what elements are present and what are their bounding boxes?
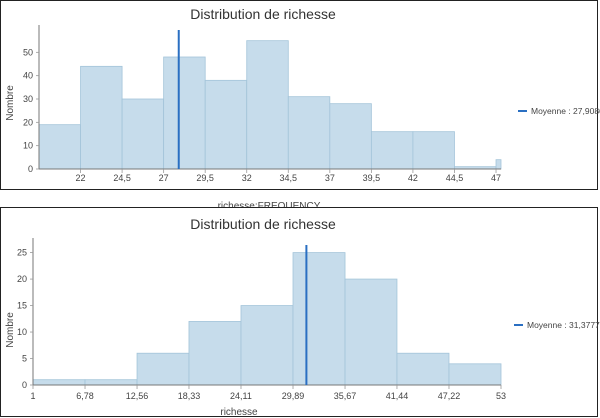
x-tick-label: 35,67 (334, 391, 357, 401)
x-tick-label: 47 (491, 173, 501, 183)
histogram-bar[interactable] (136, 352, 190, 386)
y-tick-label: 10 (23, 141, 33, 151)
y-tick-label: 25 (17, 248, 27, 258)
histogram-bar[interactable] (292, 252, 346, 386)
y-axis-title: Nombre (5, 85, 16, 121)
x-tick-label: 47,22 (438, 391, 461, 401)
chart-title: Distribution de richesse (190, 216, 336, 232)
x-tick-label: 44,5 (446, 173, 464, 183)
y-tick-label: 40 (23, 71, 33, 81)
x-tick-label: 34,5 (280, 173, 298, 183)
histogram-chart-1: Distribution de richesse Nombre richesse… (5, 6, 600, 212)
y-tick-label: 0 (28, 164, 33, 174)
y-tick-label: 50 (23, 47, 33, 57)
histogram-bar[interactable] (246, 40, 289, 170)
histogram-bar[interactable] (329, 103, 372, 170)
x-tick-label: 22 (76, 173, 86, 183)
histogram-chart-2: Distribution de richesse Nombre richesse… (5, 216, 600, 418)
y-tick-label: 15 (17, 301, 27, 311)
histogram-bar[interactable] (163, 56, 206, 170)
histogram-panel-1: Distribution de richesse Nombre richesse… (0, 0, 600, 212)
x-tick-label: 39,5 (363, 173, 381, 183)
histogram-bar[interactable] (344, 278, 398, 386)
x-tick-label: 1 (30, 391, 35, 401)
y-tick-label: 5 (22, 354, 27, 364)
histogram-bar[interactable] (188, 321, 242, 386)
x-tick-label: 18,33 (178, 391, 201, 401)
histogram-bar[interactable] (448, 363, 502, 386)
x-tick-label: 6,78 (76, 391, 94, 401)
histogram-bar[interactable] (370, 131, 414, 170)
x-tick-label: 42 (408, 173, 418, 183)
y-tick-label: 0 (22, 380, 27, 390)
x-tick-label: 53 (496, 391, 506, 401)
x-tick-label: 37 (325, 173, 335, 183)
histogram-bar[interactable] (80, 65, 123, 170)
y-tick-label: 30 (23, 94, 33, 104)
chart-title: Distribution de richesse (190, 6, 336, 22)
x-axis-title: richesse:FREQUENCY (218, 201, 321, 212)
x-tick-label: 12,56 (126, 391, 149, 401)
histogram-bar[interactable] (412, 131, 455, 170)
x-tick-label: 32 (242, 173, 252, 183)
x-tick-label: 27 (159, 173, 169, 183)
histogram-panel-2: Distribution de richesse Nombre richesse… (0, 207, 600, 418)
histogram-bar[interactable] (84, 379, 138, 386)
x-tick-label: 41,44 (386, 391, 409, 401)
histogram-bar[interactable] (240, 305, 294, 386)
histogram-bar[interactable] (121, 98, 165, 170)
y-tick-label: 20 (17, 274, 27, 284)
histogram-bar[interactable] (396, 352, 450, 386)
x-tick-label: 24,11 (230, 391, 252, 401)
y-tick-label: 20 (23, 117, 33, 127)
histogram-bar[interactable] (495, 159, 502, 170)
x-tick-label: 24,5 (113, 173, 131, 183)
histogram-bar[interactable] (38, 124, 81, 170)
y-tick-label: 10 (17, 327, 27, 337)
x-tick-label: 29,5 (196, 173, 214, 183)
histogram-bar[interactable] (204, 79, 248, 170)
histogram-bar[interactable] (32, 379, 86, 386)
x-tick-label: 29,89 (282, 391, 305, 401)
legend-label[interactable]: Moyenne : 31,37778 (527, 320, 600, 330)
x-axis-title: richesse (220, 407, 258, 418)
histogram-bar[interactable] (287, 96, 331, 170)
legend-label[interactable]: Moyenne : 27,90864 (531, 106, 600, 116)
y-axis-title: Nombre (5, 312, 16, 348)
